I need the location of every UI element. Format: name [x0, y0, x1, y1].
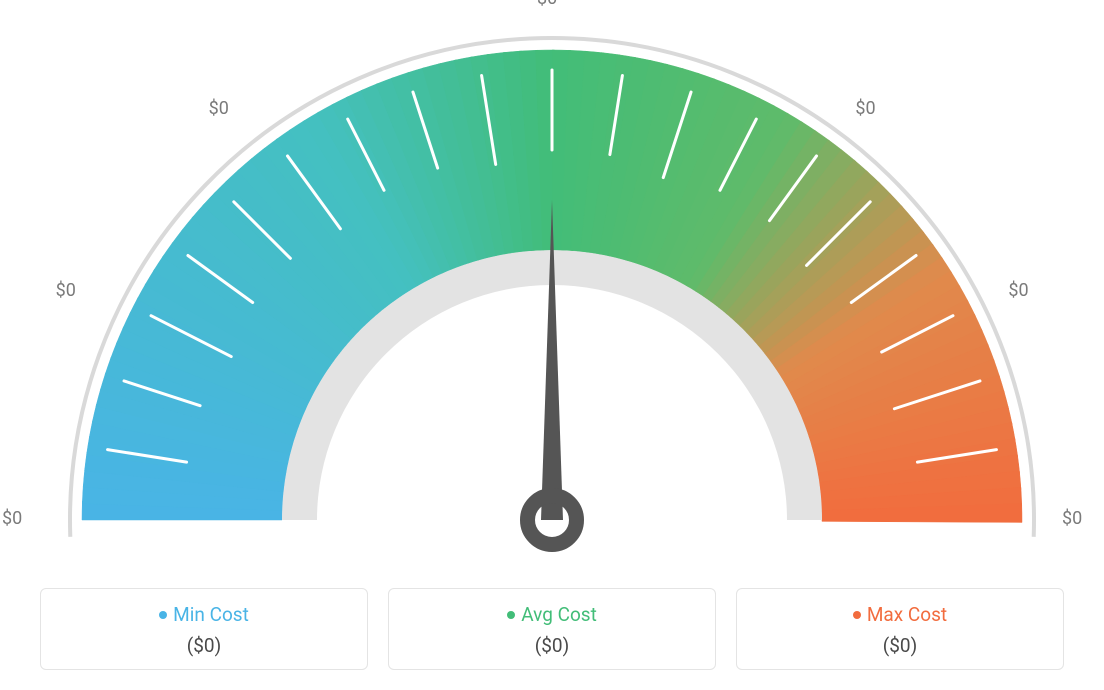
legend-value-avg: ($0) [399, 634, 705, 657]
legend-card-max: Max Cost ($0) [736, 588, 1064, 670]
scale-label: $0 [855, 98, 875, 119]
legend-value-max: ($0) [747, 634, 1053, 657]
legend-dot-max [853, 611, 861, 619]
gauge-area: $0 $0 $0 $0 $0 $0 $0 [0, 0, 1104, 560]
legend-title-min: Min Cost [51, 603, 357, 626]
legend-label-min: Min Cost [173, 603, 249, 626]
legend-value-min: ($0) [51, 634, 357, 657]
scale-label: $0 [209, 98, 229, 119]
legend-label-max: Max Cost [867, 603, 947, 626]
legend-label-avg: Avg Cost [521, 603, 597, 626]
legend-dot-min [159, 611, 167, 619]
scale-label: $0 [56, 280, 76, 301]
scale-label: $0 [1062, 508, 1082, 529]
legend-dot-avg [507, 611, 515, 619]
legend-card-min: Min Cost ($0) [40, 588, 368, 670]
scale-label: $0 [537, 0, 557, 9]
legend-card-avg: Avg Cost ($0) [388, 588, 716, 670]
gauge-chart [0, 0, 1104, 560]
scale-label: $0 [1008, 280, 1028, 301]
scale-label: $0 [2, 508, 22, 529]
legend-title-avg: Avg Cost [399, 603, 705, 626]
legend-title-max: Max Cost [747, 603, 1053, 626]
cost-gauge-container: $0 $0 $0 $0 $0 $0 $0 Min Cost ($0) Avg Cost ($… [0, 0, 1104, 690]
legend-row: Min Cost ($0) Avg Cost ($0) Max Cost ($0… [0, 588, 1104, 670]
